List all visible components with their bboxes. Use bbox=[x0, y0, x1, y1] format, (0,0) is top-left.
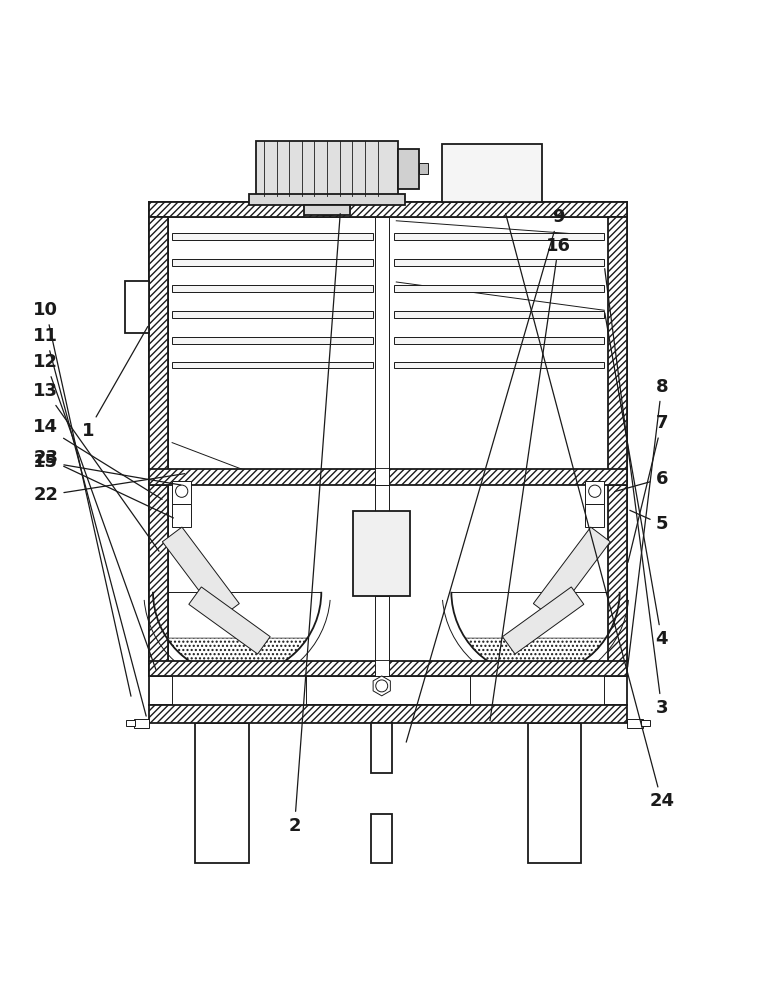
Bar bbox=[149, 217, 168, 485]
Bar bbox=[249, 194, 405, 205]
Bar bbox=[149, 469, 627, 485]
Text: 23: 23 bbox=[34, 449, 174, 518]
Text: 2: 2 bbox=[288, 214, 340, 835]
Text: 9: 9 bbox=[406, 208, 565, 742]
Bar bbox=[528, 723, 581, 863]
Bar bbox=[172, 259, 373, 266]
Text: 6: 6 bbox=[615, 470, 668, 492]
Text: 12: 12 bbox=[34, 353, 156, 670]
Text: 5: 5 bbox=[630, 510, 668, 533]
Bar bbox=[641, 720, 650, 726]
Bar bbox=[172, 481, 191, 504]
Bar bbox=[375, 661, 389, 676]
Bar bbox=[126, 720, 135, 726]
Text: 1: 1 bbox=[82, 326, 148, 440]
Bar bbox=[608, 485, 627, 676]
Bar bbox=[394, 337, 604, 344]
Bar bbox=[149, 202, 627, 217]
Bar bbox=[125, 281, 149, 333]
Text: 14: 14 bbox=[34, 418, 162, 499]
Bar bbox=[195, 723, 249, 863]
Bar bbox=[172, 337, 373, 344]
Polygon shape bbox=[167, 638, 308, 676]
Polygon shape bbox=[465, 638, 606, 676]
Bar bbox=[304, 205, 350, 215]
Bar bbox=[394, 259, 604, 266]
Bar bbox=[172, 233, 373, 240]
Bar bbox=[375, 596, 389, 676]
Text: 11: 11 bbox=[34, 327, 146, 716]
Bar bbox=[149, 661, 627, 676]
Bar bbox=[398, 149, 419, 189]
Bar bbox=[134, 719, 149, 728]
Text: 24: 24 bbox=[506, 214, 674, 810]
Bar bbox=[149, 705, 627, 723]
Bar bbox=[394, 362, 604, 368]
Bar bbox=[394, 285, 604, 292]
Bar bbox=[470, 667, 604, 705]
Bar bbox=[172, 285, 373, 292]
Text: 4: 4 bbox=[605, 313, 668, 648]
Polygon shape bbox=[162, 527, 239, 618]
Bar bbox=[172, 362, 373, 368]
Bar bbox=[172, 311, 373, 318]
Bar bbox=[585, 504, 604, 527]
Bar bbox=[371, 723, 392, 773]
Bar bbox=[375, 469, 389, 485]
Text: 22: 22 bbox=[34, 474, 184, 504]
Bar bbox=[256, 141, 398, 196]
Polygon shape bbox=[373, 676, 390, 696]
Bar bbox=[608, 217, 627, 485]
Bar bbox=[585, 481, 604, 504]
Bar bbox=[394, 233, 604, 240]
Text: 13: 13 bbox=[34, 382, 159, 551]
Bar bbox=[375, 485, 389, 511]
Bar bbox=[149, 485, 168, 676]
Text: 10: 10 bbox=[34, 301, 131, 696]
Text: 7: 7 bbox=[628, 414, 668, 562]
Bar bbox=[172, 667, 306, 705]
Polygon shape bbox=[533, 527, 610, 618]
Text: 16: 16 bbox=[490, 237, 571, 721]
Polygon shape bbox=[503, 587, 584, 654]
Bar bbox=[394, 311, 604, 318]
Text: 3: 3 bbox=[604, 269, 668, 717]
Bar bbox=[627, 719, 643, 728]
Text: 15: 15 bbox=[34, 453, 181, 485]
Text: 8: 8 bbox=[627, 378, 668, 667]
Polygon shape bbox=[189, 587, 270, 654]
Bar bbox=[371, 814, 392, 863]
Bar bbox=[353, 511, 410, 596]
Bar bbox=[375, 217, 389, 469]
Bar bbox=[172, 504, 191, 527]
Bar bbox=[419, 163, 428, 174]
Bar bbox=[442, 144, 542, 202]
